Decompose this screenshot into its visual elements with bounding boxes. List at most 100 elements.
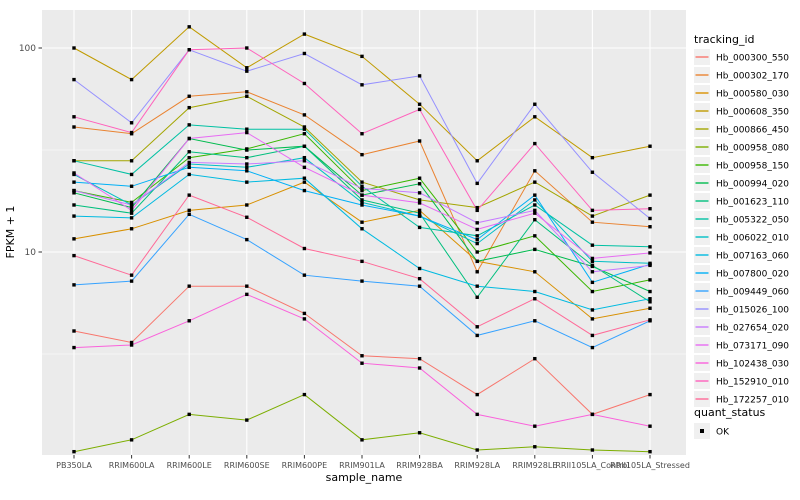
data-point [245, 180, 249, 184]
data-point [245, 127, 249, 131]
data-point [475, 333, 479, 338]
data-point [417, 139, 422, 143]
data-point [475, 284, 479, 288]
x-tick-label: RRIM901LA [339, 461, 385, 470]
data-point [590, 256, 595, 261]
legend-label: Hb_005322_050 [716, 216, 789, 226]
legend-item: Hb_027654_020 [694, 319, 789, 335]
legend-label: Hb_000958_150 [716, 162, 789, 172]
data-point [590, 170, 595, 174]
data-point [590, 308, 595, 312]
data-point [302, 246, 307, 251]
data-point [129, 184, 134, 188]
data-point [245, 46, 249, 50]
data-point [533, 203, 537, 207]
data-point [129, 159, 134, 163]
data-point [590, 289, 595, 294]
data-point [245, 203, 249, 207]
data-point [302, 180, 307, 184]
data-point [417, 198, 422, 202]
x-tick-label: RRIM600LA [109, 461, 155, 470]
data-point [590, 155, 595, 160]
x-tick-label: RRIM928BA [396, 461, 443, 470]
data-point [648, 278, 652, 282]
data-point [417, 201, 422, 205]
data-point [187, 319, 191, 323]
legend-label: Hb_027654_020 [716, 324, 789, 334]
data-point [187, 208, 191, 213]
data-point [417, 208, 422, 213]
data-point [475, 295, 479, 299]
data-point [187, 172, 191, 177]
legend-label: OK [716, 428, 730, 438]
data-point [187, 160, 191, 165]
data-point [129, 205, 134, 210]
data-point [187, 123, 191, 127]
data-point [590, 270, 595, 274]
legend-item: Hb_000300_550 [694, 49, 789, 65]
data-point [245, 284, 249, 288]
data-point [245, 90, 249, 94]
data-point [417, 431, 422, 435]
data-point [417, 225, 422, 230]
data-point [302, 165, 307, 170]
x-tick-label: RRIM600LE [167, 461, 212, 470]
data-point [72, 180, 76, 184]
data-point [417, 266, 422, 271]
data-point [302, 392, 307, 397]
data-point [360, 193, 364, 197]
data-point [129, 279, 134, 283]
legend-item: Hb_000302_170 [694, 67, 789, 83]
data-point [475, 250, 479, 254]
legend-item: Hb_001623_110 [694, 193, 789, 209]
data-point [129, 227, 134, 231]
data-point [187, 25, 191, 29]
data-point [417, 356, 422, 361]
data-point [533, 102, 537, 106]
legend-label: Hb_000580_030 [716, 90, 789, 100]
legend-label: Hb_000866_450 [716, 126, 789, 136]
legend-item: Hb_000958_080 [694, 139, 789, 155]
data-point [360, 180, 364, 184]
x-tick-label: RRIM928LE [512, 461, 557, 470]
data-point [590, 214, 595, 218]
data-point [417, 176, 422, 180]
data-point [648, 207, 652, 211]
legend-item: Hb_000608_350 [694, 103, 789, 119]
data-point [245, 162, 249, 166]
data-point [129, 273, 134, 277]
data-point [360, 227, 364, 231]
data-point [245, 155, 249, 160]
data-point [72, 449, 76, 454]
data-point [648, 306, 652, 310]
data-point [187, 193, 191, 197]
data-point [72, 283, 76, 287]
data-point [590, 259, 595, 264]
legend-item: Hb_152910_010 [694, 373, 789, 389]
legend-label: Hb_000608_350 [716, 108, 789, 118]
legend-label: Hb_007800_020 [716, 270, 789, 280]
data-point [302, 155, 307, 160]
data-point [72, 125, 76, 129]
data-point [129, 200, 134, 205]
legend-item: Hb_009449_060 [694, 283, 789, 299]
data-point [187, 136, 191, 141]
data-point [475, 259, 479, 264]
legend-item: Hb_000958_150 [694, 157, 789, 173]
data-point [533, 115, 537, 119]
data-point [533, 356, 537, 361]
legend-item-quant-status: OK [694, 423, 730, 439]
legend-label: Hb_172257_010 [716, 396, 789, 406]
legend-label: Hb_000302_170 [716, 72, 789, 82]
data-point [72, 46, 76, 50]
data-point [72, 188, 76, 193]
data-point [533, 270, 537, 274]
data-point [245, 148, 249, 152]
data-point [245, 66, 249, 70]
data-point [648, 263, 652, 268]
data-point [72, 214, 76, 218]
data-point [590, 333, 595, 338]
data-point [475, 325, 479, 329]
data-point [533, 319, 537, 323]
data-point [129, 340, 134, 345]
